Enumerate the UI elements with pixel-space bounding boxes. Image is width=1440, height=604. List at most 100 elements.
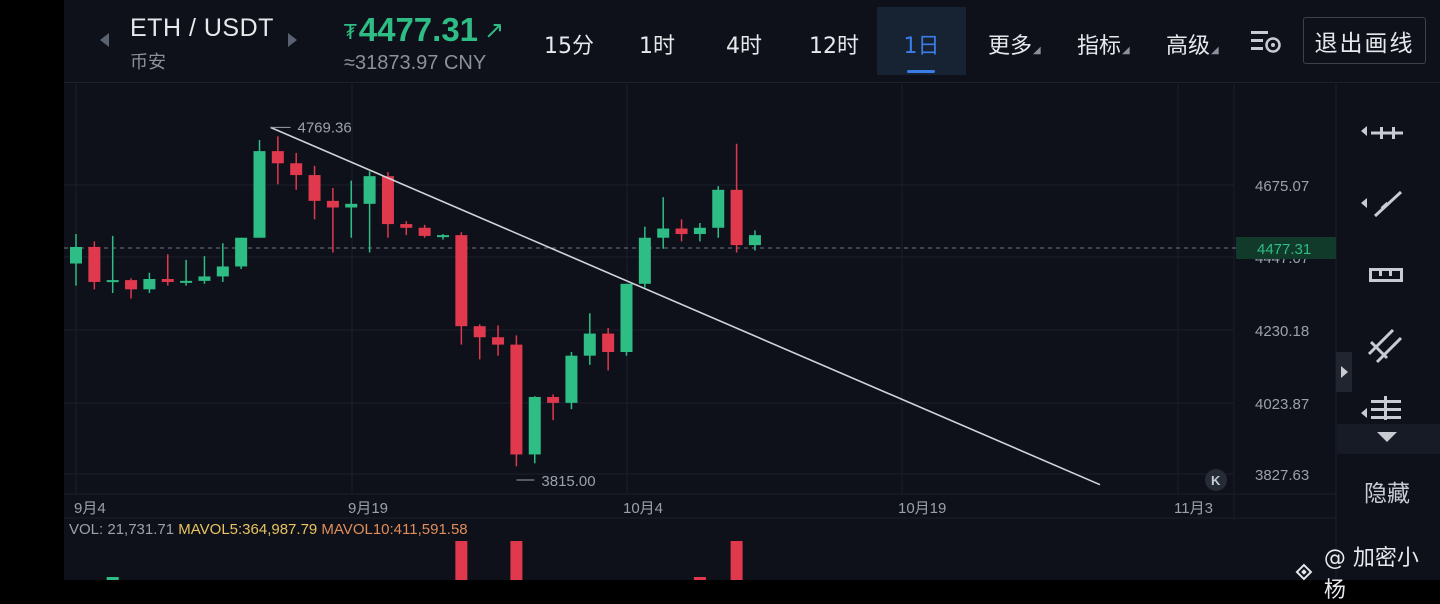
candle-body bbox=[88, 246, 101, 282]
scroll-to-latest-button[interactable]: K bbox=[1205, 469, 1227, 491]
x-axis-tick-label: 9月4 bbox=[74, 500, 106, 517]
tab-1d-label: 1日 bbox=[903, 34, 940, 59]
collapse-toolbar-button[interactable] bbox=[1336, 352, 1352, 392]
drawn-trendline bbox=[270, 126, 1101, 486]
bullish-candle bbox=[70, 234, 82, 286]
fib-retracement-tool-icon[interactable] bbox=[1361, 394, 1407, 434]
x-axis-tick-label: 11月3 bbox=[1174, 500, 1213, 517]
candle-body bbox=[198, 276, 211, 281]
bearish-candle bbox=[473, 324, 486, 360]
toolbar-scroll-area bbox=[1337, 424, 1440, 454]
bullish-candle bbox=[216, 243, 229, 282]
menu-indicators[interactable]: 指标◢ bbox=[1077, 28, 1130, 60]
candle-body bbox=[455, 235, 468, 327]
dropdown-caret-icon: ◢ bbox=[1122, 45, 1130, 56]
watermark-text: @ 加密小杨 bbox=[1323, 546, 1419, 603]
price-range-tool-icon[interactable] bbox=[1363, 254, 1407, 294]
bearish-candle bbox=[326, 187, 339, 253]
bearish-candle bbox=[455, 232, 468, 580]
candle-body bbox=[363, 176, 376, 204]
candle-body bbox=[492, 337, 505, 345]
candle-body bbox=[235, 237, 248, 267]
bullish-candle bbox=[693, 222, 706, 242]
y-axis-tick-label: 4023.87 bbox=[1255, 396, 1309, 413]
pair-title[interactable]: ETH / USDT bbox=[130, 14, 274, 42]
dropdown-caret-icon: ◢ bbox=[1033, 45, 1041, 56]
bearish-candle bbox=[510, 335, 523, 580]
trend-up-icon: ↗ bbox=[484, 16, 505, 44]
exit-drawing-button[interactable]: 退出画线 bbox=[1303, 17, 1426, 64]
horizontal-line-tool-icon[interactable] bbox=[1361, 112, 1407, 152]
menu-more[interactable]: 更多◢ bbox=[988, 28, 1041, 60]
bullish-candle bbox=[638, 226, 651, 288]
candle-body bbox=[400, 224, 413, 228]
candle-body bbox=[583, 333, 596, 356]
menu-advanced[interactable]: 高级◢ bbox=[1166, 28, 1219, 60]
candle-body bbox=[748, 235, 761, 246]
bullish-candle bbox=[363, 171, 376, 253]
bearish-candle bbox=[400, 221, 413, 236]
expand-arrow-icon bbox=[1361, 408, 1367, 418]
bullish-candle bbox=[712, 186, 725, 238]
bullish-candle bbox=[565, 351, 578, 410]
candle-body bbox=[345, 203, 358, 208]
bullish-candle bbox=[748, 230, 761, 251]
bullish-candle bbox=[235, 237, 248, 270]
candle-body bbox=[216, 266, 229, 277]
scroll-button-label: K bbox=[1211, 473, 1221, 488]
hide-toolbar-button[interactable]: 隐藏 bbox=[1364, 481, 1410, 507]
parallel-channel-tool-icon[interactable] bbox=[1363, 324, 1407, 364]
bullish-candle bbox=[528, 396, 541, 464]
candle-body bbox=[620, 283, 633, 352]
volume-bar bbox=[510, 541, 523, 580]
expand-arrow-icon bbox=[1361, 198, 1367, 208]
candle-body bbox=[253, 151, 266, 238]
candle-body bbox=[528, 396, 541, 455]
active-tab-indicator bbox=[907, 70, 935, 73]
x-axis-tick-label: 9月19 bbox=[348, 500, 388, 517]
candle-body bbox=[675, 228, 688, 235]
candle-body bbox=[106, 280, 119, 283]
bearish-candle bbox=[381, 172, 394, 238]
menu-more-label: 更多 bbox=[988, 34, 1033, 59]
bearish-candle bbox=[125, 278, 138, 299]
bearish-candle bbox=[308, 165, 321, 220]
menu-indicators-label: 指标 bbox=[1077, 34, 1122, 59]
bullish-candle bbox=[106, 235, 119, 294]
tab-4h[interactable]: 4时 bbox=[726, 34, 762, 59]
expand-arrow-icon bbox=[1361, 126, 1367, 136]
tab-1d[interactable]: 1日 bbox=[877, 7, 966, 75]
candle-body bbox=[730, 189, 743, 246]
candle-body bbox=[290, 163, 303, 176]
chart-settings-icon[interactable] bbox=[1250, 28, 1282, 54]
scroll-button-bg bbox=[1205, 469, 1227, 491]
y-axis-tick-label: 3827.63 bbox=[1255, 467, 1309, 484]
prev-pair-icon[interactable] bbox=[100, 33, 109, 47]
bearish-candle bbox=[88, 241, 101, 290]
tab-12h[interactable]: 12时 bbox=[809, 34, 859, 59]
ray-line-tool-icon[interactable] bbox=[1361, 184, 1407, 224]
candle-body bbox=[602, 333, 615, 352]
bullish-candle bbox=[437, 234, 449, 240]
bullish-candle bbox=[180, 259, 193, 286]
drawing-toolbar bbox=[1337, 84, 1440, 580]
candle-body bbox=[638, 237, 651, 284]
scroll-down-icon[interactable] bbox=[1377, 432, 1397, 442]
candle-body bbox=[125, 280, 138, 290]
binance-square-logo-icon bbox=[1295, 563, 1313, 581]
current-price-label: 4477.31 bbox=[1257, 241, 1311, 258]
candle-body bbox=[161, 279, 174, 282]
candle-body bbox=[326, 200, 339, 208]
chart-screen: ETH / USDT 币安 ₮ 4477.31 ↗ ≈31873.97 CNY … bbox=[64, 0, 1440, 603]
low-price-annotation: 3815.00 bbox=[541, 473, 595, 490]
candlestick-chart[interactable]: 4675.074447.074230.184023.873827.639月49月… bbox=[64, 0, 1440, 580]
next-pair-icon[interactable] bbox=[288, 33, 297, 47]
x-axis-tick-label: 10月4 bbox=[623, 500, 663, 517]
bullish-candle bbox=[345, 180, 358, 238]
price-cny: ≈31873.97 CNY bbox=[344, 52, 487, 74]
bullish-candle bbox=[620, 283, 633, 356]
vol-label: VOL: 21,731.71 bbox=[69, 521, 175, 538]
tab-1h[interactable]: 1时 bbox=[639, 34, 675, 59]
current-price-tag bbox=[1236, 237, 1336, 259]
tab-15m[interactable]: 15分 bbox=[544, 34, 594, 59]
